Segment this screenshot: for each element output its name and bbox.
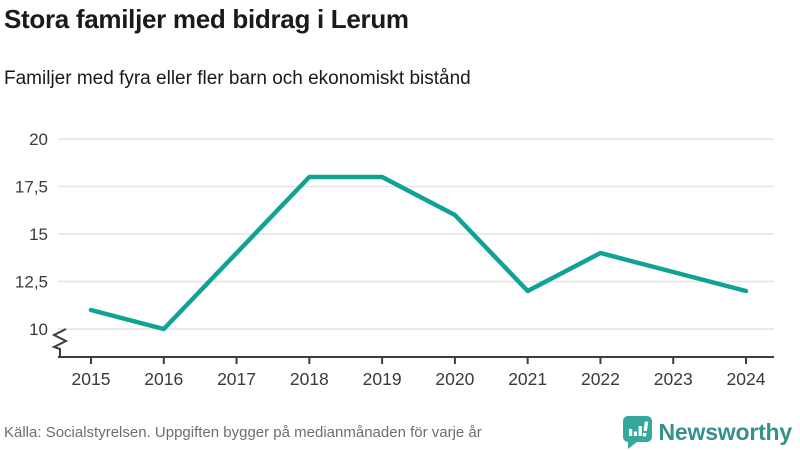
line-chart: 10 12,5 15 17,5 20 2015 2016 2017 2018 2019 2020 20…	[15, 130, 774, 389]
x-tick-label: 2020	[435, 369, 474, 389]
newsworthy-wordmark: Newsworthy	[658, 419, 793, 445]
axis-break-icon	[51, 328, 69, 357]
y-tick-label: 12,5	[15, 273, 48, 292]
data-line-series	[88, 174, 749, 332]
y-tick-label: 15	[29, 225, 48, 244]
x-tick-label: 2019	[363, 369, 402, 389]
newsworthy-logo[interactable]: Newsworthy	[622, 415, 793, 450]
chart-title: Stora familjer med bidrag i Lerum	[4, 4, 409, 34]
x-tick-label: 2018	[290, 369, 329, 389]
chart-subtitle: Familjer med fyra eller fler barn och ek…	[4, 68, 471, 89]
x-tick-label: 2017	[217, 369, 256, 389]
footer: Källa: Socialstyrelsen. Uppgiften bygger…	[0, 415, 800, 450]
x-tick-label: 2016	[144, 369, 183, 389]
source-note: Källa: Socialstyrelsen. Uppgiften bygger…	[4, 424, 482, 441]
y-tick-label: 10	[29, 320, 48, 339]
newsworthy-bars-icon	[622, 415, 652, 449]
y-tick-label: 17,5	[15, 178, 48, 197]
x-tick-label: 2022	[581, 369, 620, 389]
y-tick-label: 20	[29, 130, 48, 149]
x-tick-label: 2021	[508, 369, 547, 389]
x-tick-label: 2015	[72, 369, 111, 389]
x-tick-label: 2023	[654, 369, 693, 389]
x-tick-label: 2024	[727, 369, 766, 389]
